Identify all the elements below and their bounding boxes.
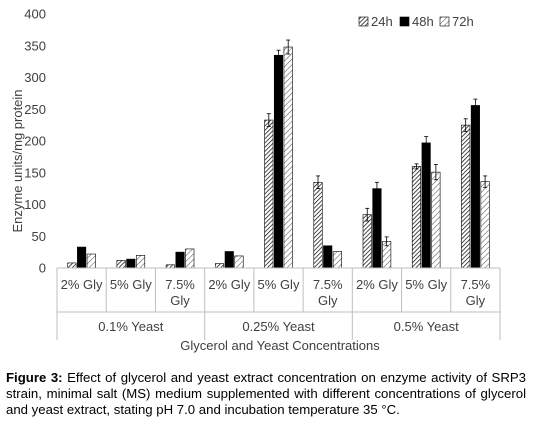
legend-label-24h: 24h [371, 14, 393, 29]
x-group-label: 0.1% Yeast [98, 319, 163, 334]
x-tick-label: 2% Gly [61, 277, 103, 292]
y-tick-label: 300 [24, 70, 46, 85]
bar-72h-5 [283, 46, 293, 269]
bar-24h-4 [215, 263, 225, 269]
bar-24h-8 [411, 166, 422, 269]
x-group-label: 0.25% Yeast [242, 319, 315, 334]
bar-48h-5 [273, 54, 284, 269]
y-tick-label: 0 [39, 261, 46, 276]
bar-24h-2 [116, 260, 126, 269]
legend-label-72h: 72h [452, 14, 474, 29]
y-tick-label: 200 [24, 134, 46, 149]
y-tick-label: 250 [24, 102, 46, 117]
bar-72h-3 [185, 248, 195, 269]
x-tick-label: 5% Gly [110, 277, 152, 292]
x-tick-label: 2% Gly [356, 277, 398, 292]
bar-72h-9 [480, 181, 490, 269]
bar-24h-1 [67, 262, 77, 269]
bar-72h-2 [135, 255, 146, 269]
bar-24h-7 [362, 214, 372, 269]
y-tick-label: 50 [32, 229, 46, 244]
y-tick-label: 400 [24, 7, 46, 22]
legend-swatch-72h [439, 16, 450, 27]
figure-caption: Figure 3: Effect of glycerol and yeast e… [6, 370, 526, 418]
bar-48h-7 [372, 188, 382, 269]
x-axis: 2% Gly 5% Gly 7.5% Gly 2% Gly 5% Gly 7.5% Gly 2%… [56, 267, 501, 340]
legend: 24h 48h 72h [358, 14, 474, 29]
y-axis-title: Enzyme units/mg protein [10, 89, 25, 232]
legend-label-48h: 48h [412, 14, 434, 29]
bar-chart: 0 50 100 150 200 250 300 350 400 Enzyme units/mg… [10, 7, 501, 353]
bar-48h-4 [224, 251, 234, 269]
bar-48h-8 [421, 142, 431, 269]
caption-text: Effect of glycerol and yeast extract con… [6, 370, 526, 417]
bar-48h-9 [470, 105, 480, 269]
bar-48h-3 [175, 251, 185, 269]
bar-72h-4 [234, 255, 244, 269]
y-tick-label: 100 [24, 197, 46, 212]
bar-72h-1 [86, 253, 96, 269]
bar-72h-8 [431, 171, 441, 269]
bar-24h-9 [461, 124, 471, 269]
x-tick-label: 7.5% Gly [461, 277, 491, 308]
y-tick-label: 150 [24, 165, 46, 180]
caption-label: Figure 3: [6, 370, 63, 385]
x-tick-label: 2% Gly [208, 277, 250, 292]
y-axis-tick-labels: 0 50 100 150 200 250 300 350 400 [24, 7, 46, 276]
bar-72h-6 [332, 251, 342, 269]
x-axis-title: Glycerol and Yeast Concentrations [180, 338, 380, 353]
bar-series [67, 39, 490, 269]
x-tick-label: 5% Gly [405, 277, 447, 292]
bar-48h-1 [77, 246, 87, 269]
x-tick-label: 7.5% Gly [165, 277, 195, 308]
y-tick-label: 350 [24, 38, 46, 53]
bar-48h-6 [323, 245, 333, 269]
x-group-label: 0.5% Yeast [394, 319, 459, 334]
legend-swatch-48h [399, 16, 410, 27]
bar-24h-6 [313, 181, 323, 269]
legend-swatch-24h [358, 16, 369, 27]
bar-24h-5 [264, 119, 274, 269]
bar-48h-2 [126, 258, 136, 269]
x-tick-label: 5% Gly [258, 277, 300, 292]
x-tick-label: 7.5% Gly [313, 277, 343, 308]
